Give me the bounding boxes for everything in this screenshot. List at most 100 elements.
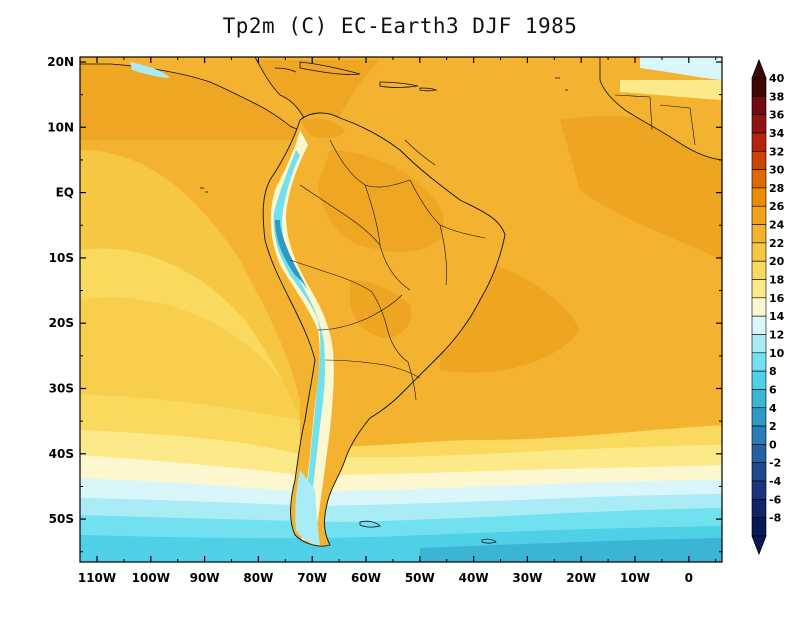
colorbar: 4038363432302826242220181614121086420-2-… — [751, 58, 785, 556]
amazon-warm — [318, 150, 444, 252]
colorbar-segment — [751, 517, 767, 537]
mexico-highland-cool — [130, 62, 170, 78]
lat-tick-label: 10N — [47, 120, 74, 134]
colorbar-label: 10 — [769, 347, 785, 360]
colorbar-segment — [751, 260, 767, 280]
lon-tick-label: 10W — [620, 571, 650, 585]
colorbar-segment — [751, 499, 767, 518]
colorbar-label: 22 — [769, 237, 784, 250]
hispaniola-outline — [379, 81, 419, 88]
sahel-mild — [620, 80, 722, 100]
falkland-islands — [359, 520, 381, 528]
colorbar-segment — [751, 96, 767, 115]
colorbar-segment — [751, 389, 767, 409]
colorbar-segment — [751, 297, 767, 317]
pacific-warm-patch — [80, 297, 300, 420]
colorbar-segment — [751, 334, 767, 354]
lon-tick-label: 70W — [297, 571, 327, 585]
andes-deep-cool — [275, 220, 308, 290]
puerto-rico-outline — [419, 87, 438, 92]
colorbar-label: 28 — [769, 182, 784, 195]
lon-tick-label: 50W — [405, 571, 435, 585]
colorbar-label: 14 — [769, 310, 785, 323]
southern-deep-band — [420, 538, 722, 562]
lon-tick-label: 110W — [78, 571, 116, 585]
colorbar-label: -6 — [769, 493, 782, 506]
galapagos-islands — [200, 187, 208, 193]
plot-frame — [79, 56, 723, 563]
colorbar-label: 40 — [769, 72, 785, 85]
cuba-outline — [299, 61, 361, 75]
lat-tick-label: 10S — [49, 251, 74, 265]
longitude-axis: 110W 100W 90W 80W 70W 60W 50W 40W 30W 20W 10W 0 — [78, 57, 717, 585]
colorbar-label: 38 — [769, 90, 784, 103]
colorbar-label: -8 — [769, 512, 781, 525]
colorbar-top-arrow — [751, 58, 767, 79]
atlantic-warm-north — [560, 116, 722, 260]
colorbar-segment — [751, 224, 767, 244]
colorbar-segment — [751, 77, 767, 97]
colorbar-segment — [751, 205, 767, 225]
colorbar-label: 34 — [769, 127, 785, 140]
lon-tick-label: 0 — [685, 571, 693, 585]
colorbar-segment — [751, 187, 767, 207]
colorbar-label: -4 — [769, 475, 782, 488]
colorbar-segment — [751, 169, 767, 189]
lon-tick-label: 20W — [566, 571, 596, 585]
lon-tick-label: 60W — [351, 571, 381, 585]
colorbar-label: 8 — [769, 365, 777, 378]
colorbar-bottom-arrow — [751, 535, 767, 556]
colorbar-label: 4 — [769, 402, 777, 415]
colorbar-segment — [751, 132, 767, 152]
colorbar-segment — [751, 279, 767, 299]
lesser-antilles — [555, 77, 568, 91]
colorbar-segment — [751, 150, 767, 170]
lon-tick-label: 40W — [459, 571, 489, 585]
map-title: Tp2m (C) EC-Earth3 DJF 1985 — [222, 14, 578, 38]
colorbar-label: 32 — [769, 145, 784, 158]
sahara-cool — [640, 57, 722, 80]
colorbar-segment — [751, 480, 767, 500]
colorbar-segment — [751, 462, 767, 482]
south-georgia — [481, 538, 497, 544]
yucatan-coast — [274, 67, 297, 73]
colorbar-label: 36 — [769, 109, 785, 122]
colorbar-segment — [751, 444, 767, 464]
colorbar-label: 26 — [769, 200, 785, 213]
africa-borders — [614, 94, 696, 146]
lat-tick-label: 30S — [49, 382, 74, 396]
central-america-land — [80, 57, 307, 130]
colorbar-label: 6 — [769, 383, 777, 396]
lat-tick-label: 20N — [47, 55, 74, 69]
map-plot-area — [80, 57, 722, 562]
colorbar-segment — [751, 370, 767, 390]
colorbar-segment — [751, 114, 767, 134]
colorbar-label: 24 — [769, 219, 785, 232]
colorbar-segment — [751, 407, 767, 427]
country-borders — [289, 139, 486, 401]
lat-tick-label: 40S — [49, 447, 74, 461]
venezuela-warm — [300, 118, 345, 139]
patagonia-cool — [295, 470, 320, 545]
colorbar-segment — [751, 242, 767, 262]
colorbar-label: 0 — [769, 438, 777, 451]
colorbar-segment — [751, 352, 767, 372]
colorbar-label: 12 — [769, 328, 784, 341]
colorbar-label: 18 — [769, 274, 784, 287]
latitude-axis: 20N 10N EQ 10S 20S 30S 40S 50S — [47, 55, 722, 553]
colorbar-label: 16 — [769, 292, 785, 305]
colorbar-label: 2 — [769, 420, 777, 433]
colorbar-segment — [751, 315, 767, 335]
lat-tick-label: 50S — [49, 512, 74, 526]
colorbar-label: 20 — [769, 255, 785, 268]
lon-tick-label: 80W — [243, 571, 273, 585]
lon-tick-label: 30W — [512, 571, 542, 585]
colorbar-label: -2 — [769, 457, 781, 470]
colorbar-segment — [751, 425, 767, 445]
lon-tick-label: 100W — [132, 571, 170, 585]
lon-tick-label: 90W — [190, 571, 220, 585]
lat-tick-label: EQ — [56, 186, 74, 200]
lat-tick-label: 20S — [49, 316, 74, 330]
colorbar-label: 30 — [769, 164, 785, 177]
